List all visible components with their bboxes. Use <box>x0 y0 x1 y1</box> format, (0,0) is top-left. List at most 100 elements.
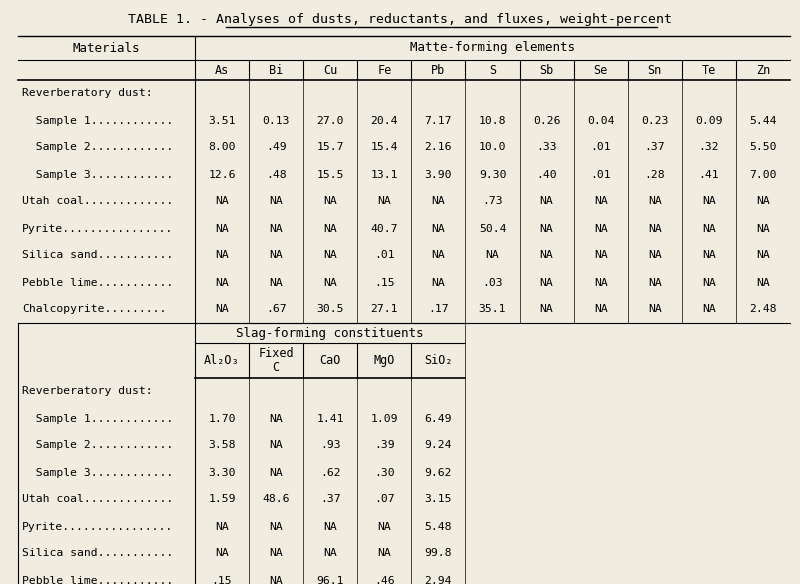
Text: 3.90: 3.90 <box>425 169 452 179</box>
Text: NA: NA <box>648 277 662 287</box>
Text: .17: .17 <box>428 304 449 315</box>
Text: Reverberatory dust:: Reverberatory dust: <box>22 387 153 397</box>
Text: NA: NA <box>648 251 662 260</box>
Text: Al₂O₃: Al₂O₃ <box>204 354 240 367</box>
Text: .33: .33 <box>536 142 557 152</box>
Text: .73: .73 <box>482 196 503 207</box>
Text: NA: NA <box>378 196 391 207</box>
Text: NA: NA <box>270 413 283 423</box>
Text: Te: Te <box>702 64 716 77</box>
Text: .28: .28 <box>645 169 665 179</box>
Text: 0.23: 0.23 <box>641 116 669 126</box>
Text: NA: NA <box>594 251 607 260</box>
Text: 5.48: 5.48 <box>425 522 452 531</box>
Text: Pebble lime...........: Pebble lime........... <box>22 575 174 584</box>
Text: NA: NA <box>540 251 554 260</box>
Text: .49: .49 <box>266 142 286 152</box>
Text: 96.1: 96.1 <box>317 575 344 584</box>
Text: NA: NA <box>756 196 770 207</box>
Text: 10.0: 10.0 <box>478 142 506 152</box>
Text: NA: NA <box>594 196 607 207</box>
Text: .01: .01 <box>590 169 611 179</box>
Text: NA: NA <box>270 277 283 287</box>
Text: .03: .03 <box>482 277 503 287</box>
Text: Se: Se <box>594 64 608 77</box>
Text: .40: .40 <box>536 169 557 179</box>
Text: NA: NA <box>215 522 229 531</box>
Text: 27.1: 27.1 <box>370 304 398 315</box>
Text: Pyrite................: Pyrite................ <box>22 522 174 531</box>
Text: NA: NA <box>215 304 229 315</box>
Text: 15.5: 15.5 <box>317 169 344 179</box>
Text: 40.7: 40.7 <box>370 224 398 234</box>
Text: Sn: Sn <box>648 64 662 77</box>
Text: .62: .62 <box>320 468 341 478</box>
Text: NA: NA <box>323 277 337 287</box>
Text: NA: NA <box>702 277 716 287</box>
Text: 8.00: 8.00 <box>208 142 236 152</box>
Text: 2.48: 2.48 <box>750 304 777 315</box>
Text: 5.44: 5.44 <box>750 116 777 126</box>
Text: C: C <box>273 361 280 374</box>
Text: .93: .93 <box>320 440 341 450</box>
Text: Sample 1............: Sample 1............ <box>22 116 174 126</box>
Text: TABLE 1. - Analyses of dusts, reductants, and fluxes, weight-percent: TABLE 1. - Analyses of dusts, reductants… <box>128 12 672 26</box>
Text: NA: NA <box>431 277 446 287</box>
Text: 12.6: 12.6 <box>208 169 236 179</box>
Text: Materials: Materials <box>73 41 140 54</box>
Text: 0.13: 0.13 <box>262 116 290 126</box>
Text: NA: NA <box>431 196 446 207</box>
Text: 1.41: 1.41 <box>317 413 344 423</box>
Text: 15.4: 15.4 <box>370 142 398 152</box>
Text: 35.1: 35.1 <box>478 304 506 315</box>
Text: 1.70: 1.70 <box>208 413 236 423</box>
Text: NA: NA <box>648 196 662 207</box>
Text: NA: NA <box>215 251 229 260</box>
Text: 6.49: 6.49 <box>425 413 452 423</box>
Text: Sample 2............: Sample 2............ <box>22 440 174 450</box>
Text: 9.30: 9.30 <box>478 169 506 179</box>
Text: 30.5: 30.5 <box>317 304 344 315</box>
Text: 3.51: 3.51 <box>208 116 236 126</box>
Text: 5.50: 5.50 <box>750 142 777 152</box>
Text: Fe: Fe <box>377 64 391 77</box>
Text: NA: NA <box>215 277 229 287</box>
Text: .67: .67 <box>266 304 286 315</box>
Text: NA: NA <box>431 251 446 260</box>
Text: NA: NA <box>378 548 391 558</box>
Text: NA: NA <box>323 196 337 207</box>
Text: 1.09: 1.09 <box>370 413 398 423</box>
Text: NA: NA <box>431 224 446 234</box>
Text: NA: NA <box>702 251 716 260</box>
Text: 48.6: 48.6 <box>262 495 290 505</box>
Text: NA: NA <box>270 522 283 531</box>
Text: NA: NA <box>270 251 283 260</box>
Text: 10.8: 10.8 <box>478 116 506 126</box>
Text: .30: .30 <box>374 468 394 478</box>
Text: NA: NA <box>215 548 229 558</box>
Text: .15: .15 <box>212 575 232 584</box>
Text: 50.4: 50.4 <box>478 224 506 234</box>
Text: Sb: Sb <box>539 64 554 77</box>
Text: 3.58: 3.58 <box>208 440 236 450</box>
Text: .01: .01 <box>374 251 394 260</box>
Text: 27.0: 27.0 <box>317 116 344 126</box>
Text: .32: .32 <box>698 142 719 152</box>
Text: NA: NA <box>702 304 716 315</box>
Text: NA: NA <box>215 224 229 234</box>
Text: .48: .48 <box>266 169 286 179</box>
Text: Pb: Pb <box>431 64 446 77</box>
Text: 9.24: 9.24 <box>425 440 452 450</box>
Text: .37: .37 <box>320 495 341 505</box>
Text: NA: NA <box>270 575 283 584</box>
Text: 2.94: 2.94 <box>425 575 452 584</box>
Text: NA: NA <box>594 224 607 234</box>
Text: .46: .46 <box>374 575 394 584</box>
Text: NA: NA <box>378 522 391 531</box>
Text: Silica sand...........: Silica sand........... <box>22 251 174 260</box>
Text: NA: NA <box>648 304 662 315</box>
Text: CaO: CaO <box>319 354 341 367</box>
Text: NA: NA <box>756 224 770 234</box>
Text: NA: NA <box>594 304 607 315</box>
Text: 0.04: 0.04 <box>587 116 614 126</box>
